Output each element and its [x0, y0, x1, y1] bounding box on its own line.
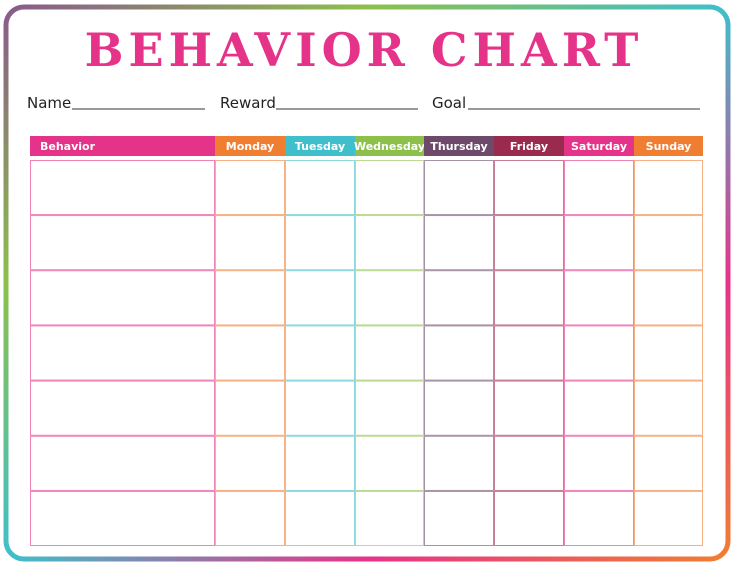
table-cell: [355, 490, 424, 546]
table-cell: [215, 160, 285, 216]
header-label: Wednesday: [354, 140, 425, 153]
table-cell: [564, 490, 634, 546]
table-cell: [494, 215, 564, 271]
table-cell: [355, 380, 424, 436]
field-label: Reward: [220, 94, 276, 112]
table-cell: [424, 160, 494, 216]
header-cell: [424, 136, 494, 156]
table-cell: [285, 215, 355, 271]
table-cell: [634, 325, 703, 381]
table-cell: [494, 270, 564, 326]
table: Behavior Monday Tuesday Wednesday Thursday Fr…: [30, 136, 703, 546]
table-cell: [30, 270, 215, 326]
table-cell: [494, 490, 564, 546]
header-label: Friday: [510, 140, 548, 153]
table-cell: [355, 215, 424, 271]
table-cell: [285, 380, 355, 436]
table-cell: [564, 325, 634, 381]
table-cell: [424, 270, 494, 326]
table-cell: [494, 160, 564, 216]
table-cell: [285, 435, 355, 491]
field-label: Name: [27, 94, 71, 112]
table-cell: [634, 490, 703, 546]
table-cell: [564, 160, 634, 216]
table-cell: [285, 270, 355, 326]
header-cell: [285, 136, 355, 156]
table-cell: [564, 435, 634, 491]
table-cell: [30, 380, 215, 436]
title: BEHAVIOR CHART: [85, 23, 644, 77]
table-cell: [355, 435, 424, 491]
table-cell: [30, 435, 215, 491]
frame: [3, 4, 731, 562]
table-cell: [215, 490, 285, 546]
header-cell: [494, 136, 564, 156]
table-cell: [30, 215, 215, 271]
header-label: Saturday: [571, 140, 627, 153]
table-cell: [215, 325, 285, 381]
table-cell: [355, 160, 424, 216]
table-cell: [424, 435, 494, 491]
header-label: Behavior: [40, 140, 96, 153]
header-label: Thursday: [430, 140, 487, 153]
table-cell: [424, 325, 494, 381]
table-cell: [424, 380, 494, 436]
table-cell: [30, 490, 215, 546]
table-cell: [564, 215, 634, 271]
table-cell: [285, 325, 355, 381]
header-label: Monday: [226, 140, 274, 153]
table-cell: [355, 270, 424, 326]
table-cell: [30, 160, 215, 216]
table-cell: [215, 435, 285, 491]
table-cell: [634, 215, 703, 271]
table-cell: [30, 325, 215, 381]
header-cell: [634, 136, 703, 156]
header-label: Sunday: [646, 140, 692, 153]
table-cell: [424, 215, 494, 271]
table-cell: [285, 160, 355, 216]
header-cell: [564, 136, 634, 156]
table-cell: [494, 325, 564, 381]
table-cell: [634, 160, 703, 216]
table-cell: [215, 215, 285, 271]
table-cell: [494, 380, 564, 436]
field-label: Goal: [432, 94, 466, 112]
header-label: Tuesday: [295, 140, 345, 153]
header-cell: [215, 136, 285, 156]
table-cell: [564, 380, 634, 436]
table-cell: [215, 380, 285, 436]
table-cell: [424, 490, 494, 546]
table-cell: [285, 490, 355, 546]
table-cell: [564, 270, 634, 326]
table-cell: [634, 380, 703, 436]
table-cell: [634, 270, 703, 326]
header-cell: [355, 136, 424, 156]
table-cell: [355, 325, 424, 381]
header-cell: [30, 136, 215, 156]
table-cell: [634, 435, 703, 491]
table-cell: [494, 435, 564, 491]
table-cell: [215, 270, 285, 326]
